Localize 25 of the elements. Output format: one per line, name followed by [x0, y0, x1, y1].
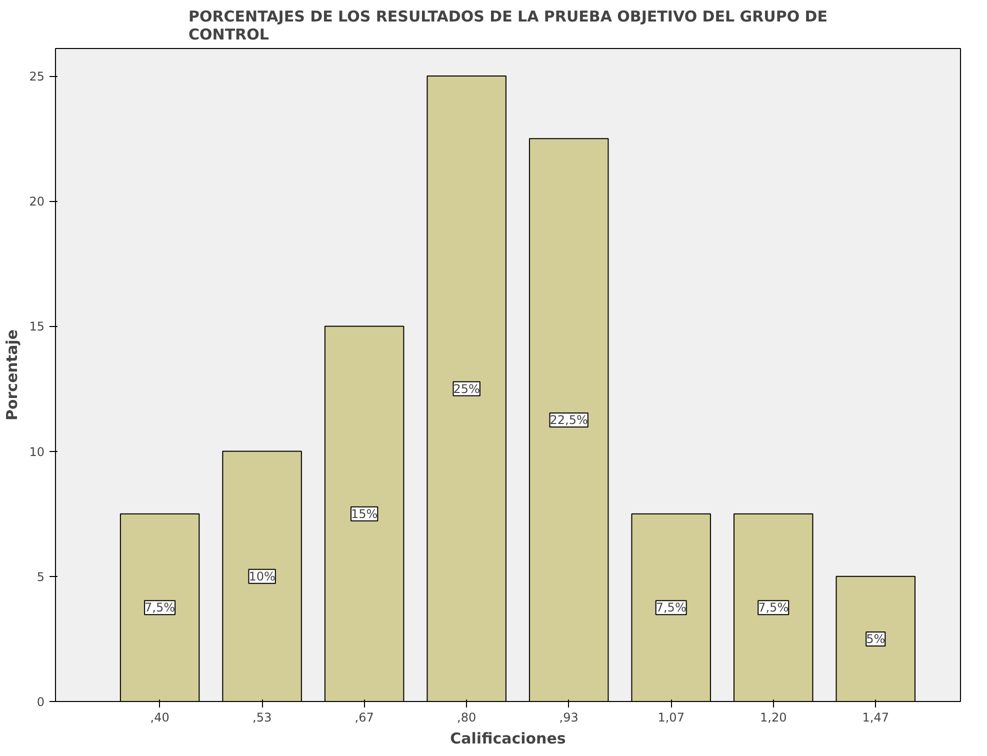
x-tick-label: ,53	[252, 710, 272, 724]
data-label: 7,5%	[144, 600, 176, 615]
y-tick-label: 15	[29, 320, 45, 334]
data-label: 15%	[350, 506, 378, 521]
y-axis-title: Porcentaje	[3, 329, 22, 421]
chart-title: PORCENTAJES DE LOS RESULTADOS DE LA PRUEBA OBJETIVO DEL GRUPO DE CONTROL	[188, 8, 828, 44]
y-tick-label: 5	[36, 570, 45, 584]
y-tick-label: 10	[29, 444, 45, 459]
data-label: 7,5%	[758, 600, 789, 615]
y-tick-label: 20	[29, 194, 45, 209]
x-tick-label: ,80	[457, 710, 476, 724]
y-tick-label: 0	[36, 695, 45, 709]
x-tick-label: ,67	[354, 710, 374, 724]
data-label: 5%	[866, 632, 886, 646]
y-tick-label: 25	[29, 70, 45, 84]
data-label: 10%	[248, 569, 276, 584]
x-tick-label: 1,47	[862, 710, 889, 724]
x-tick-label: ,40	[150, 710, 170, 724]
x-tick-label: ,93	[559, 710, 578, 724]
x-axis-title: Calificaciones	[450, 730, 566, 748]
data-label: 7,5%	[656, 600, 686, 615]
data-label: 22,5%	[550, 413, 588, 428]
x-tick-label: 1,07	[658, 710, 684, 724]
data-label: 25%	[453, 382, 480, 396]
x-tick-label: 1,20	[760, 710, 787, 724]
